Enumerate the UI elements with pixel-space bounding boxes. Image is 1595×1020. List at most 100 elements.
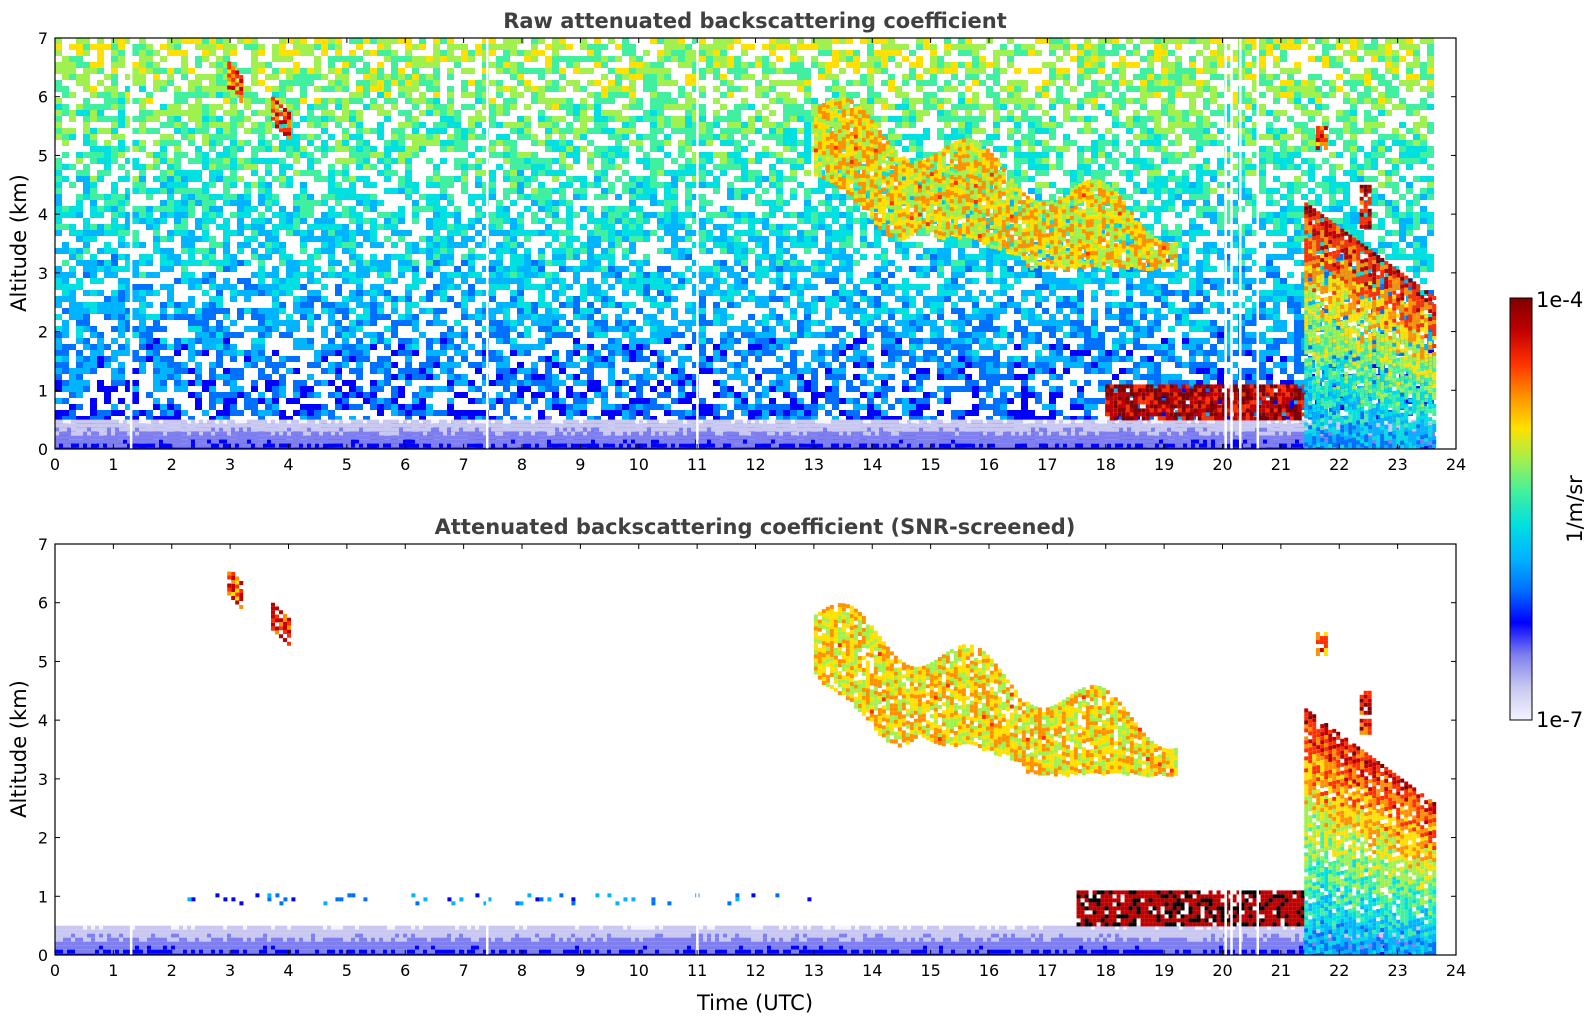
noise-cell — [510, 176, 517, 182]
noise-cell — [615, 404, 622, 410]
noise-cell — [643, 254, 650, 260]
noise-cell — [244, 236, 251, 242]
noise-cell — [251, 326, 258, 332]
noise-cell — [440, 206, 447, 212]
noise-cell — [433, 320, 440, 326]
noise-cell — [174, 344, 181, 350]
noise-cell — [398, 206, 405, 212]
noise-cell — [643, 116, 650, 122]
noise-cell — [111, 218, 118, 224]
noise-cell — [293, 272, 300, 278]
noise-cell — [265, 104, 272, 110]
noise-cell — [405, 338, 412, 344]
noise-cell — [475, 320, 482, 326]
noise-cell — [685, 44, 692, 50]
noise-cell — [314, 146, 321, 152]
noise-cell — [650, 38, 657, 44]
noise-cell — [307, 296, 314, 302]
noise-cell — [433, 410, 440, 416]
noise-cell — [230, 404, 237, 410]
noise-cell — [293, 50, 300, 56]
noise-cell — [713, 110, 720, 116]
noise-cell — [405, 404, 412, 410]
noise-cell — [90, 176, 97, 182]
noise-cell — [419, 236, 426, 242]
noise-cell — [195, 44, 202, 50]
noise-cell — [97, 248, 104, 254]
noise-cell — [741, 98, 748, 104]
noise-cell — [384, 116, 391, 122]
noise-cell — [594, 386, 601, 392]
noise-cell — [202, 44, 209, 50]
noise-cell — [160, 266, 167, 272]
noise-cell — [55, 194, 62, 200]
noise-cell — [300, 194, 307, 200]
noise-cell — [538, 170, 545, 176]
noise-cell — [174, 380, 181, 386]
noise-cell — [650, 104, 657, 110]
noise-cell — [545, 170, 552, 176]
noise-cell — [601, 266, 608, 272]
noise-cell — [440, 116, 447, 122]
noise-cell — [734, 158, 741, 164]
noise-cell — [307, 302, 314, 308]
noise-cell — [97, 68, 104, 74]
noise-cell — [454, 164, 461, 170]
noise-cell — [258, 50, 265, 56]
noise-cell — [545, 302, 552, 308]
noise-cell — [62, 110, 69, 116]
noise-cell — [734, 176, 741, 182]
noise-cell — [83, 368, 90, 374]
noise-cell — [510, 50, 517, 56]
noise-cell — [55, 128, 62, 134]
noise-cell — [181, 188, 188, 194]
noise-cell — [489, 398, 496, 404]
noise-cell — [615, 152, 622, 158]
noise-cell — [405, 350, 412, 356]
noise-cell — [272, 242, 279, 248]
noise-cell — [475, 146, 482, 152]
noise-cell — [153, 224, 160, 230]
noise-cell — [629, 374, 636, 380]
noise-cell — [328, 194, 335, 200]
noise-cell — [363, 260, 370, 266]
noise-cell — [615, 68, 622, 74]
noise-cell — [433, 110, 440, 116]
noise-cell — [405, 182, 412, 188]
noise-cell — [174, 254, 181, 260]
noise-cell — [769, 110, 776, 116]
noise-cell — [650, 128, 657, 134]
noise-cell — [566, 332, 573, 338]
noise-cell — [286, 368, 293, 374]
noise-cell — [300, 38, 307, 44]
noise-cell — [146, 302, 153, 308]
noise-cell — [461, 134, 468, 140]
noise-cell — [811, 44, 818, 50]
noise-cell — [510, 230, 517, 236]
noise-cell — [216, 326, 223, 332]
noise-cell — [776, 230, 783, 236]
noise-cell — [797, 140, 804, 146]
noise-cell — [545, 332, 552, 338]
noise-cell — [433, 140, 440, 146]
noise-cell — [454, 134, 461, 140]
noise-cell — [272, 362, 279, 368]
noise-cell — [636, 356, 643, 362]
noise-cell — [685, 200, 692, 206]
noise-cell — [762, 266, 769, 272]
noise-cell — [265, 206, 272, 212]
noise-cell — [314, 86, 321, 92]
noise-cell — [552, 392, 559, 398]
noise-cell — [272, 398, 279, 404]
noise-cell — [97, 158, 104, 164]
noise-cell — [482, 254, 489, 260]
noise-cell — [608, 38, 615, 44]
noise-cell — [90, 116, 97, 122]
noise-cell — [272, 200, 279, 206]
noise-cell — [643, 410, 650, 416]
noise-cell — [209, 278, 216, 284]
noise-cell — [748, 218, 755, 224]
noise-cell — [195, 158, 202, 164]
noise-cell — [692, 194, 699, 200]
noise-cell — [293, 170, 300, 176]
